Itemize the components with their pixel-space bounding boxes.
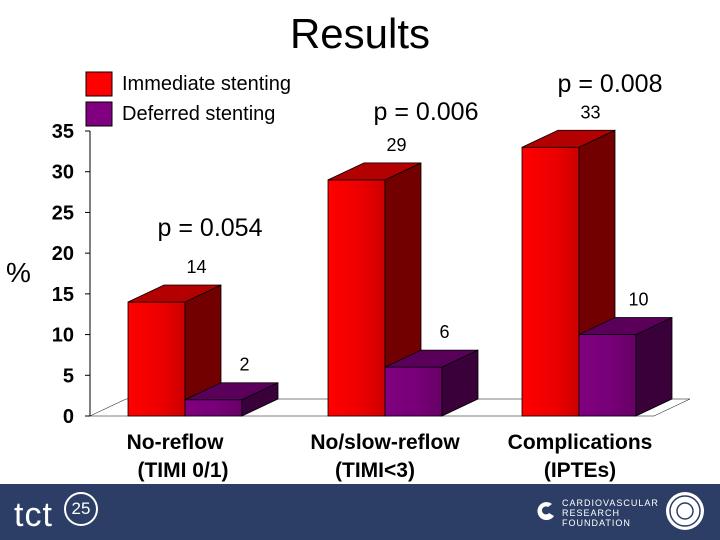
p-value-label: p = 0.008 (558, 70, 663, 98)
bar-top (384, 349, 479, 368)
crf-line: RESEARCH (562, 508, 621, 518)
y-tick-label: 35 (52, 121, 74, 143)
crf-logo-text: CARDIOVASCULAR RESEARCH FOUNDATION (562, 498, 659, 528)
y-tick-label: 25 (52, 202, 74, 224)
p-value-label: p = 0.054 (158, 214, 263, 242)
bar (384, 366, 443, 417)
y-tick-label: 20 (52, 243, 74, 265)
legend-swatch (85, 101, 113, 127)
bar (184, 399, 243, 417)
footer-bar (0, 484, 720, 540)
y-tick-label: 10 (52, 325, 74, 347)
y-tick-label: 5 (63, 365, 74, 387)
data-label: 6 (439, 322, 449, 342)
x-category-label: No-reflow (127, 431, 224, 454)
data-label: 14 (186, 257, 206, 277)
y-axis-label: % (6, 257, 31, 288)
bar (327, 179, 386, 417)
x-category-sublabel: (TIMI 0/1) (137, 459, 228, 482)
bar-top (327, 162, 422, 181)
legend-label: Immediate stenting (122, 73, 291, 95)
p-value-label: p = 0.006 (374, 98, 479, 126)
bar-top (184, 382, 279, 401)
y-tick-label: 0 (63, 406, 74, 428)
legend-swatch (85, 71, 113, 97)
x-category-label: No/slow-reflow (310, 431, 460, 454)
x-category-sublabel: (TIMI<3) (335, 459, 415, 482)
legend-label: Deferred stenting (122, 103, 275, 125)
bar (127, 301, 186, 417)
crf-line: CARDIOVASCULAR (562, 498, 659, 508)
data-label: 29 (386, 135, 406, 155)
data-label: 2 (239, 355, 249, 375)
bar-top (521, 129, 616, 148)
page-title: Results (289, 10, 431, 57)
seal-icon (666, 492, 704, 530)
bar-chart: 0 5 10 15 20 25 30 35% 14 2 p = 0.054 No-reflow (TIM… (6, 70, 691, 482)
bar (521, 146, 580, 417)
crf-logo-icon (537, 502, 554, 521)
y-tick-label: 30 (52, 162, 74, 184)
x-category-label: Complications (508, 431, 653, 454)
crf-line: FOUNDATION (562, 518, 631, 528)
y-tick-label: 15 (52, 284, 74, 306)
x-category-sublabel: (IPTEs) (544, 459, 616, 482)
data-label: 33 (580, 102, 600, 122)
bar (578, 334, 637, 417)
bar-top (578, 317, 673, 335)
tct-logo: tct (14, 496, 53, 534)
tct-25-badge: 25 (64, 492, 98, 526)
data-label: 10 (628, 290, 648, 310)
bar-top (127, 284, 222, 303)
